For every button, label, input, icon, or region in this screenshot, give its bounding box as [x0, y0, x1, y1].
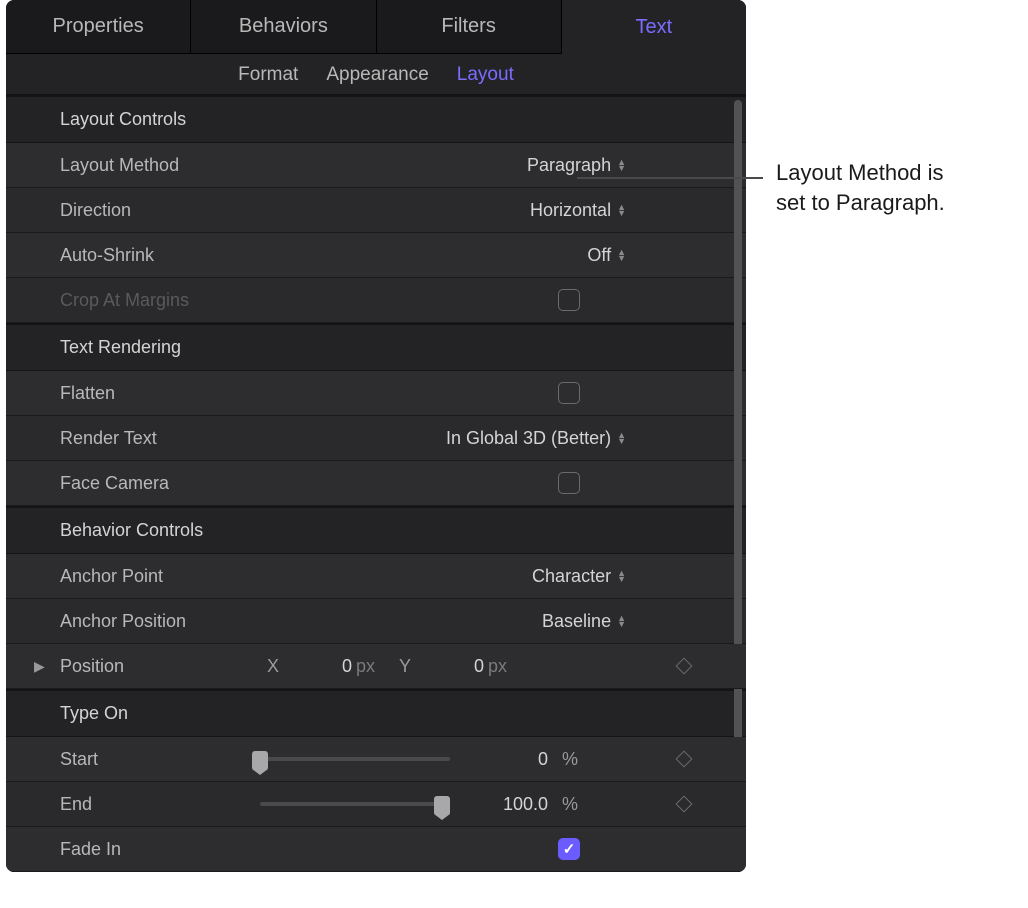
dropdown-direction[interactable]: Horizontal ▲▼ [530, 200, 626, 221]
row-layout-method: Layout Method Paragraph ▲▼ [6, 143, 746, 188]
value-auto-shrink: Off [587, 245, 611, 266]
value-start[interactable]: 0 [478, 749, 548, 770]
slider-start[interactable] [260, 757, 450, 761]
label-y: Y [392, 656, 418, 677]
subtab-layout[interactable]: Layout [457, 64, 514, 86]
inspector-panel: Properties Behaviors Filters Text Format… [6, 0, 746, 872]
value-direction: Horizontal [530, 200, 611, 221]
label-direction: Direction [60, 200, 260, 221]
scroll-area: Layout Controls Layout Method Paragraph … [6, 94, 746, 872]
label-position: Position [60, 656, 260, 677]
label-face-camera: Face Camera [60, 473, 260, 494]
dropdown-layout-method[interactable]: Paragraph ▲▼ [527, 155, 626, 176]
unit-y: px [488, 656, 524, 677]
updown-icon: ▲▼ [617, 615, 626, 627]
slider-thumb-start[interactable] [252, 751, 268, 769]
row-end: End 100.0 % [6, 782, 746, 827]
checkbox-face-camera[interactable] [558, 472, 580, 494]
updown-icon: ▲▼ [617, 249, 626, 261]
dropdown-anchor-point[interactable]: Character ▲▼ [532, 566, 626, 587]
callout-text: Layout Method is set to Paragraph. [776, 158, 945, 217]
value-layout-method: Paragraph [527, 155, 611, 176]
unit-x: px [356, 656, 392, 677]
row-auto-shrink: Auto-Shrink Off ▲▼ [6, 233, 746, 278]
value-y[interactable]: 0 [418, 656, 488, 677]
label-render-text: Render Text [60, 428, 260, 449]
label-anchor-point: Anchor Point [60, 566, 260, 587]
row-start: Start 0 % [6, 737, 746, 782]
updown-icon: ▲▼ [617, 570, 626, 582]
row-flatten: Flatten [6, 371, 746, 416]
scrollbar[interactable] [734, 100, 742, 820]
section-type-on: Type On [6, 689, 746, 737]
subtab-appearance[interactable]: Appearance [326, 64, 428, 86]
value-x[interactable]: 0 [286, 656, 356, 677]
callout-line [577, 177, 763, 179]
tab-behaviors[interactable]: Behaviors [191, 0, 376, 54]
disclosure-icon[interactable]: ▶ [34, 658, 45, 675]
section-text-rendering: Text Rendering [6, 323, 746, 371]
unit-start: % [556, 749, 586, 770]
label-flatten: Flatten [60, 383, 260, 404]
checkbox-crop-at-margins[interactable] [558, 289, 580, 311]
row-crop-at-margins: Crop At Margins [6, 278, 746, 323]
label-end: End [60, 794, 260, 815]
sub-tabs: Format Appearance Layout [6, 54, 746, 94]
value-render-text: In Global 3D (Better) [446, 428, 611, 449]
label-x: X [260, 656, 286, 677]
dropdown-auto-shrink[interactable]: Off ▲▼ [587, 245, 626, 266]
tab-text[interactable]: Text [562, 0, 746, 54]
callout-line1: Layout Method is [776, 160, 944, 185]
updown-icon: ▲▼ [617, 204, 626, 216]
updown-icon: ▲▼ [617, 432, 626, 444]
row-direction: Direction Horizontal ▲▼ [6, 188, 746, 233]
slider-end[interactable] [260, 802, 450, 806]
slider-thumb-end[interactable] [434, 796, 450, 814]
updown-icon: ▲▼ [617, 159, 626, 171]
label-start: Start [60, 749, 260, 770]
value-anchor-point: Character [532, 566, 611, 587]
subtab-format[interactable]: Format [238, 64, 298, 86]
section-behavior-controls: Behavior Controls [6, 506, 746, 554]
dropdown-render-text[interactable]: In Global 3D (Better) ▲▼ [446, 428, 626, 449]
label-anchor-position: Anchor Position [60, 611, 260, 632]
callout-line2: set to Paragraph. [776, 190, 945, 215]
row-anchor-point: Anchor Point Character ▲▼ [6, 554, 746, 599]
row-anchor-position: Anchor Position Baseline ▲▼ [6, 599, 746, 644]
value-anchor-position: Baseline [542, 611, 611, 632]
unit-end: % [556, 794, 586, 815]
checkbox-fade-in[interactable] [558, 838, 580, 860]
main-tabs: Properties Behaviors Filters Text [6, 0, 746, 54]
checkbox-flatten[interactable] [558, 382, 580, 404]
row-render-text: Render Text In Global 3D (Better) ▲▼ [6, 416, 746, 461]
label-auto-shrink: Auto-Shrink [60, 245, 260, 266]
label-layout-method: Layout Method [60, 155, 260, 176]
label-fade-in: Fade In [60, 839, 260, 860]
row-position: ▶ Position X 0 px Y 0 px [6, 644, 746, 689]
tab-filters[interactable]: Filters [377, 0, 562, 54]
row-face-camera: Face Camera [6, 461, 746, 506]
label-crop-at-margins: Crop At Margins [60, 290, 260, 311]
value-end[interactable]: 100.0 [478, 794, 548, 815]
row-fade-in: Fade In [6, 827, 746, 872]
dropdown-anchor-position[interactable]: Baseline ▲▼ [542, 611, 626, 632]
tab-properties[interactable]: Properties [6, 0, 191, 54]
section-layout-controls: Layout Controls [6, 94, 746, 143]
